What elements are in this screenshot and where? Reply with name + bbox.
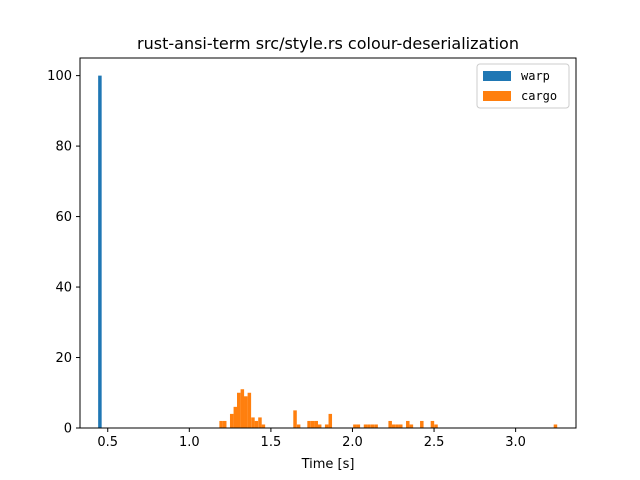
x-tick-label: 1.0 xyxy=(179,435,200,450)
bar-cargo-5 xyxy=(240,389,245,428)
y-tick-label: 100 xyxy=(47,69,72,84)
legend: warp cargo xyxy=(476,63,570,109)
bar-cargo-30 xyxy=(406,420,410,428)
bar-cargo-14 xyxy=(307,420,311,428)
bar-cargo-24 xyxy=(370,424,375,428)
y-tick-label: 80 xyxy=(55,140,72,155)
bar-cargo-6 xyxy=(244,396,248,428)
bar-cargo-28 xyxy=(395,424,399,428)
bar-cargo-22 xyxy=(363,424,368,428)
bar-cargo-4 xyxy=(237,392,241,428)
bar-cargo-2 xyxy=(229,413,234,428)
legend-label-warp: warp xyxy=(521,69,550,83)
bar-cargo-34 xyxy=(434,424,438,428)
bar-cargo-3 xyxy=(233,406,238,428)
y-tick-label: 0 xyxy=(64,422,72,437)
x-tick-label: 0.5 xyxy=(97,435,118,450)
legend-swatch-cargo xyxy=(483,91,511,101)
bar-cargo-13 xyxy=(296,424,301,428)
bar-cargo-1 xyxy=(222,420,227,428)
bar-warp-0 xyxy=(98,75,102,429)
bar-cargo-31 xyxy=(409,424,414,428)
bar-cargo-21 xyxy=(356,424,361,428)
bar-cargo-27 xyxy=(391,424,396,428)
y-tick-label: 20 xyxy=(55,351,72,366)
bar-cargo-23 xyxy=(367,424,371,428)
plot-frame xyxy=(79,57,577,429)
x-axis-label: Time [s] xyxy=(301,457,355,472)
bar-cargo-10 xyxy=(258,417,262,428)
bar-cargo-25 xyxy=(374,424,378,428)
legend-label-cargo: cargo xyxy=(521,89,557,103)
bar-cargo-0 xyxy=(219,420,223,428)
bar-cargo-20 xyxy=(353,424,357,428)
bars-layer xyxy=(98,75,558,429)
bar-cargo-8 xyxy=(251,417,255,428)
bar-cargo-12 xyxy=(293,410,297,428)
bar-cargo-17 xyxy=(317,424,322,428)
chart-title: rust-ansi-term src/style.rs colour-deser… xyxy=(137,34,519,53)
bar-cargo-11 xyxy=(261,424,266,428)
y-tick-label: 60 xyxy=(55,210,72,225)
x-tick-label: 3.0 xyxy=(505,435,526,450)
bar-cargo-35 xyxy=(553,424,558,428)
x-tick-label: 2.5 xyxy=(424,435,445,450)
bar-cargo-9 xyxy=(254,420,259,428)
bar-cargo-18 xyxy=(324,424,329,428)
bar-cargo-19 xyxy=(328,413,333,428)
bar-cargo-29 xyxy=(399,424,403,428)
x-tick-label: 2.0 xyxy=(342,435,363,450)
bar-cargo-33 xyxy=(430,420,435,428)
y-axis: 0 20 40 60 80 100 xyxy=(47,69,80,437)
bar-cargo-26 xyxy=(388,420,392,428)
x-tick-label: 1.5 xyxy=(261,435,282,450)
bar-cargo-7 xyxy=(247,392,252,428)
bar-cargo-15 xyxy=(310,420,315,428)
legend-swatch-warp xyxy=(483,71,511,81)
y-tick-label: 40 xyxy=(55,281,72,296)
bar-cargo-32 xyxy=(420,420,424,428)
x-axis: 0.5 1.0 1.5 2.0 2.5 3.0 xyxy=(97,428,526,450)
bar-cargo-16 xyxy=(314,420,319,428)
